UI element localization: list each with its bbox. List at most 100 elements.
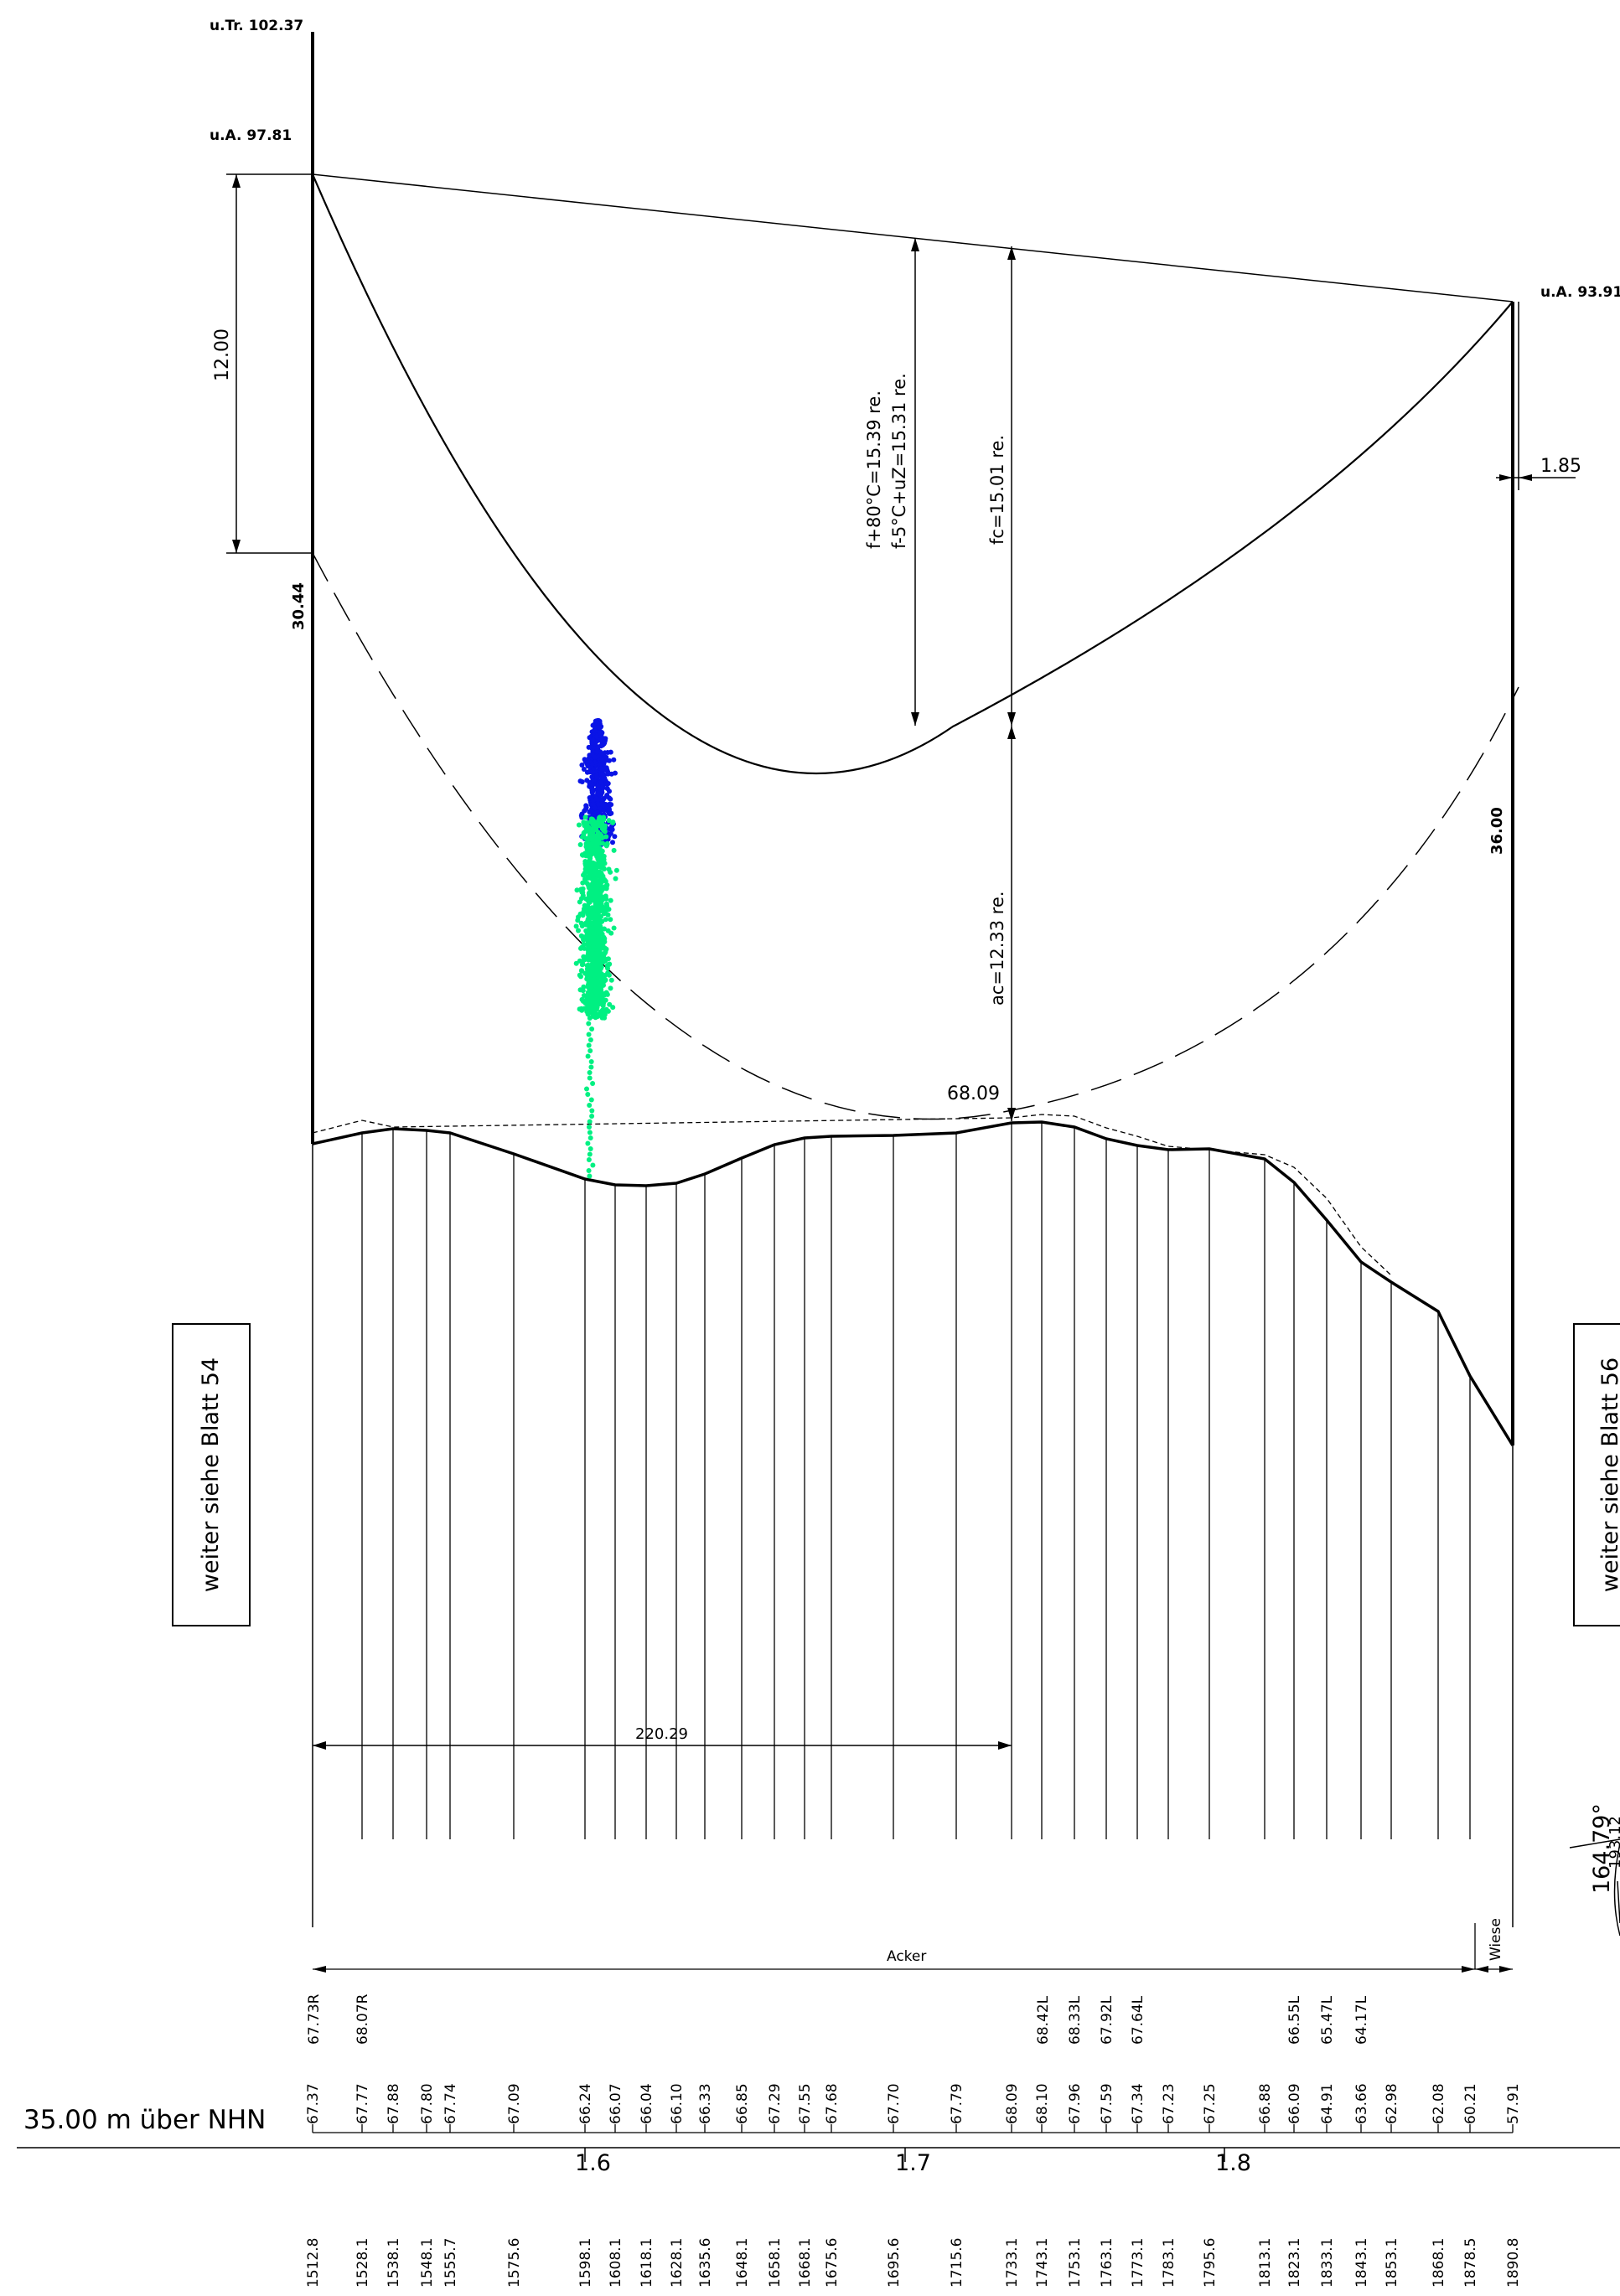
scatter-point: [599, 971, 604, 976]
scatter-point: [578, 974, 583, 979]
scatter-point: [587, 1157, 592, 1162]
low-point-elevation: 68.09: [947, 1083, 1000, 1104]
ground-height: 67.79: [949, 2083, 965, 2124]
scatter-point: [587, 1048, 593, 1053]
scatter-point: [592, 820, 597, 825]
sag-fc-label: fc=15.01 re.: [987, 435, 1007, 545]
scatter-point: [587, 852, 593, 857]
scatter-point: [603, 998, 608, 1003]
scatter-point: [587, 1043, 592, 1048]
sag-hot-label: f+80°C=15.39 re.: [864, 390, 884, 549]
scatter-point: [585, 1001, 590, 1006]
scatter-point: [586, 829, 591, 834]
scatter-point: [608, 802, 613, 807]
scatter-point: [589, 1001, 594, 1006]
scatter-point: [613, 877, 618, 882]
left-tower-height-label: 30.44: [290, 582, 308, 630]
ground-height: 67.59: [1099, 2083, 1115, 2124]
scatter-point: [600, 896, 605, 901]
ground-height: 67.74: [443, 2083, 459, 2124]
ground-height: 66.07: [608, 2083, 624, 2124]
edge-height: 66.55L: [1286, 1995, 1303, 2045]
scatter-point: [600, 877, 605, 882]
ground-height: 67.68: [824, 2083, 841, 2124]
scatter-point: [608, 917, 613, 922]
ground-height: 67.70: [886, 2083, 903, 2124]
scatter-point: [587, 1125, 592, 1130]
scatter-point: [598, 766, 603, 771]
scatter-point: [587, 1174, 592, 1179]
ground-height: 64.91: [1319, 2083, 1336, 2124]
station-label: 1795.6: [1202, 2238, 1219, 2288]
scatter-point: [588, 1037, 593, 1042]
scatter-point: [584, 862, 589, 867]
scatter-point: [602, 741, 607, 746]
scatter-point: [603, 768, 608, 773]
scatter-point: [593, 835, 598, 840]
station-label: 1783.1: [1161, 2238, 1177, 2288]
scatter-point: [604, 947, 609, 952]
scatter-point: [578, 842, 583, 847]
sag-ice-label: f-5°C+uZ=15.31 re.: [889, 373, 909, 549]
station-label: 1608.1: [608, 2238, 624, 2288]
ground-height: 63.66: [1353, 2083, 1370, 2124]
low-point-distance-label: 220.29: [635, 1725, 688, 1743]
station-label: 1598.1: [577, 2238, 594, 2288]
ground-height: 67.80: [419, 2083, 436, 2124]
station-label: 1763.1: [1099, 2238, 1115, 2288]
left-offset-dimension: [226, 174, 313, 553]
ground-height: 62.98: [1384, 2083, 1400, 2124]
scatter-point: [587, 1076, 593, 1081]
scatter-point: [614, 868, 619, 873]
scatter-point: [589, 1026, 594, 1032]
scatter-point: [607, 818, 612, 823]
scatter-point: [591, 892, 596, 897]
scatter-point: [597, 947, 602, 952]
ground-height: 66.04: [639, 2083, 655, 2124]
scatter-point: [592, 805, 597, 810]
left-arm-label: u.A. 97.81: [210, 127, 292, 144]
ground-height: 60.21: [1462, 2083, 1479, 2124]
scatter-point: [587, 1120, 593, 1125]
ground-height: 62.08: [1431, 2083, 1447, 2124]
scatter-point: [577, 1006, 582, 1011]
edge-height-labels: 67.73R 68.07R 68.42L 68.33L 67.92L 67.64…: [306, 1993, 1370, 2045]
station-label: 1853.1: [1384, 2238, 1400, 2288]
scatter-point: [608, 898, 613, 903]
scatter-point: [606, 781, 611, 786]
scatter-point: [602, 774, 607, 779]
ground-profile-line: [313, 1122, 1513, 1445]
scatter-point: [585, 1092, 590, 1097]
station-label: 1733.1: [1004, 2238, 1021, 2288]
scatter-point: [594, 1007, 599, 1012]
scatter-point: [583, 814, 588, 820]
scatter-point: [608, 985, 613, 990]
edge-height: 68.42L: [1035, 1995, 1052, 2045]
scatter-point: [608, 750, 613, 755]
station-label: 1773.1: [1130, 2238, 1146, 2288]
station-label: 1618.1: [639, 2238, 655, 2288]
station-label: 1890.8: [1505, 2238, 1522, 2288]
km-mark: 1.7: [895, 2150, 931, 2176]
scatter-point: [602, 991, 607, 996]
station-label: 1512.8: [305, 2238, 322, 2288]
station-label: 1528.1: [355, 2238, 371, 2288]
scatter-point: [605, 786, 610, 791]
scatter-point: [587, 781, 593, 786]
station-label: 1635.6: [697, 2238, 714, 2288]
station-label: 1715.6: [949, 2238, 965, 2288]
scatter-point: [585, 846, 590, 851]
station-label: 1813.1: [1257, 2238, 1274, 2288]
scatter-point: [594, 746, 599, 751]
scatter-point: [587, 1130, 593, 1135]
scatter-point: [589, 1059, 594, 1064]
ground-height: 67.23: [1161, 2083, 1177, 2124]
scatter-point: [601, 983, 606, 988]
ground-height: 68.09: [1004, 2083, 1021, 2124]
scatter-point: [611, 758, 616, 763]
scatter-point: [598, 851, 603, 856]
scatter-point: [596, 916, 601, 921]
scatter-point: [586, 958, 591, 963]
station-label: 1538.1: [386, 2238, 402, 2288]
